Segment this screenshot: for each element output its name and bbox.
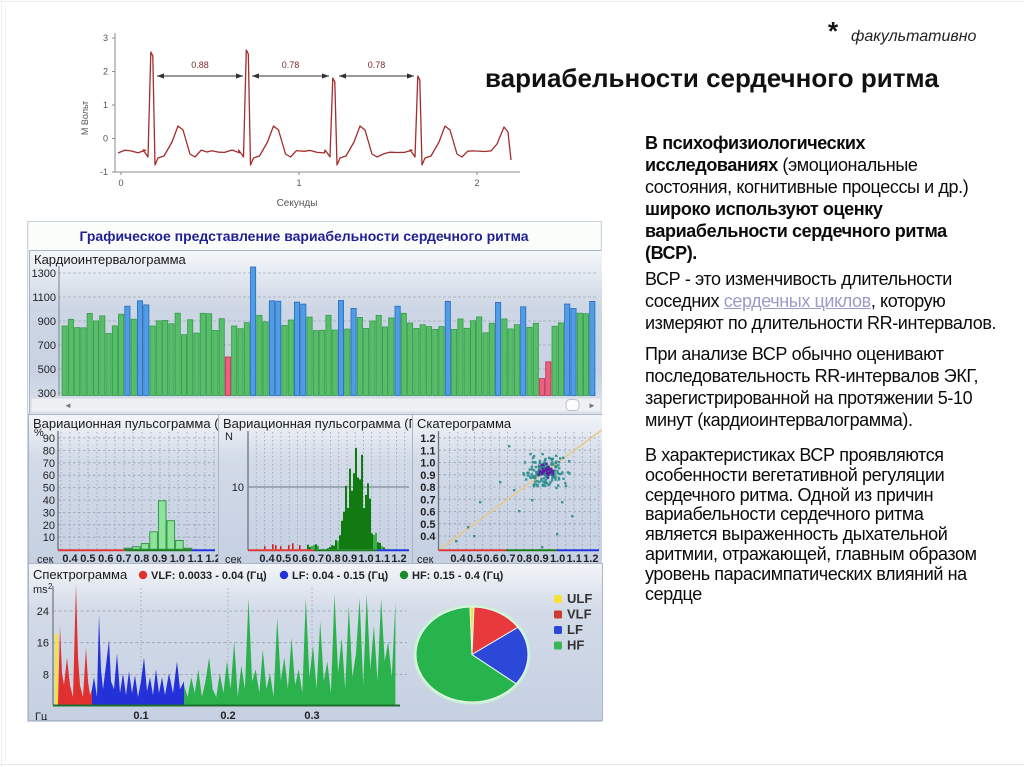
svg-text:1: 1 [296, 178, 301, 188]
svg-text:10: 10 [232, 482, 244, 494]
svg-text:1300: 1300 [32, 268, 56, 280]
svg-text:0.8: 0.8 [325, 553, 340, 563]
svg-text:1.2: 1.2 [420, 433, 435, 445]
svg-text:0: 0 [118, 178, 123, 188]
svg-text:0.7: 0.7 [500, 553, 515, 563]
svg-text:1100: 1100 [32, 292, 56, 304]
svg-text:40: 40 [43, 495, 55, 507]
svg-text:1.1: 1.1 [188, 553, 203, 563]
svg-text:Секунды: Секунды [277, 198, 318, 209]
svg-text:-1: -1 [100, 167, 108, 177]
svg-text:сек: сек [225, 554, 242, 563]
svg-text:900: 900 [38, 316, 56, 328]
svg-text:10: 10 [43, 532, 55, 544]
svg-text:HF: HF [567, 638, 584, 653]
svg-text:24: 24 [37, 606, 49, 618]
svg-text:сек: сек [37, 554, 54, 563]
svg-text:2: 2 [103, 67, 108, 77]
svg-text:0.9: 0.9 [533, 553, 548, 563]
svg-text:0.5: 0.5 [276, 553, 291, 563]
svg-text:◄: ◄ [64, 401, 72, 410]
svg-text:HF: 0.15 - 0.4 (Гц): HF: 0.15 - 0.4 (Гц) [412, 570, 504, 582]
svg-text:0.5: 0.5 [467, 553, 482, 563]
svg-text:1.1: 1.1 [375, 553, 390, 563]
svg-text:500: 500 [38, 364, 56, 376]
svg-text:0.8: 0.8 [517, 553, 532, 563]
svg-text:0.6: 0.6 [98, 553, 113, 563]
svg-text:3: 3 [103, 33, 108, 43]
svg-text:LF: LF [567, 622, 583, 637]
svg-text:0.8: 0.8 [420, 482, 435, 494]
svg-text:0.4: 0.4 [420, 531, 436, 543]
svg-text:0.4: 0.4 [62, 553, 78, 563]
svg-text:70: 70 [43, 458, 55, 470]
svg-text:VLF: VLF [567, 607, 592, 622]
svg-text:VLF: 0.0033 - 0.04 (Гц): VLF: 0.0033 - 0.04 (Гц) [151, 570, 267, 582]
svg-text:90: 90 [43, 433, 55, 445]
svg-text:300: 300 [38, 388, 56, 400]
svg-text:0.7: 0.7 [420, 494, 435, 506]
svg-text:0.78: 0.78 [282, 60, 300, 70]
svg-text:2: 2 [48, 582, 53, 591]
svg-text:0.78: 0.78 [368, 60, 386, 70]
svg-text:0: 0 [103, 134, 108, 144]
svg-text:Гц: Гц [35, 711, 48, 720]
svg-text:0.5: 0.5 [80, 553, 95, 563]
svg-text:60: 60 [43, 470, 55, 482]
svg-text:0.3: 0.3 [304, 710, 319, 720]
svg-text:1.1: 1.1 [567, 553, 582, 563]
svg-text:0.9: 0.9 [152, 553, 167, 563]
svg-text:N: N [225, 431, 233, 443]
svg-text:1.2: 1.2 [391, 553, 406, 563]
svg-text:0.4: 0.4 [450, 553, 466, 563]
svg-text:50: 50 [43, 483, 55, 495]
svg-text:ms: ms [33, 584, 48, 596]
svg-text:1: 1 [103, 100, 108, 110]
svg-text:20: 20 [43, 520, 55, 532]
svg-text:0.9: 0.9 [342, 553, 357, 563]
svg-text:1.0: 1.0 [170, 553, 185, 563]
svg-text:1.0: 1.0 [358, 553, 373, 563]
svg-text:1.2: 1.2 [206, 553, 218, 563]
svg-text:0.7: 0.7 [116, 553, 131, 563]
svg-text:700: 700 [38, 340, 56, 352]
svg-text:0.4: 0.4 [259, 553, 275, 563]
svg-text:ULF: ULF [567, 591, 592, 606]
svg-text:0.6: 0.6 [484, 553, 499, 563]
svg-text:16: 16 [37, 638, 49, 650]
svg-text:Спектрограмма: Спектрограмма [33, 567, 128, 582]
svg-text:0.2: 0.2 [220, 710, 235, 720]
svg-text:1.0: 1.0 [420, 458, 435, 470]
svg-text:0.7: 0.7 [309, 553, 324, 563]
svg-text:М Вольт: М Вольт [80, 101, 90, 135]
svg-text:0.5: 0.5 [420, 519, 435, 531]
svg-text:Кардиоинтервалограмма: Кардиоинтервалограмма [34, 252, 187, 267]
svg-text:8: 8 [43, 669, 49, 681]
svg-text:►: ► [588, 401, 596, 410]
svg-text:Вариационная пульсограмма (Г: Вариационная пульсограмма (Г [223, 416, 412, 431]
svg-text:0.6: 0.6 [292, 553, 307, 563]
svg-text:1.0: 1.0 [550, 553, 565, 563]
svg-text:0.6: 0.6 [420, 507, 435, 519]
svg-text:Скатерограмма: Скатерограмма [417, 416, 512, 431]
svg-text:80: 80 [43, 445, 55, 457]
svg-text:сек: сек [417, 554, 434, 563]
svg-text:0.8: 0.8 [134, 553, 149, 563]
svg-text:LF: 0.04 - 0.15 (Гц): LF: 0.04 - 0.15 (Гц) [292, 570, 388, 582]
svg-text:0.88: 0.88 [191, 60, 209, 70]
svg-text:%: % [34, 427, 44, 439]
svg-text:0.1: 0.1 [133, 710, 148, 720]
svg-text:Вариационная пульсограмма (С: Вариационная пульсограмма (С [33, 416, 218, 431]
svg-text:0.9: 0.9 [420, 470, 435, 482]
svg-text:1.1: 1.1 [420, 445, 435, 457]
svg-text:2: 2 [474, 178, 479, 188]
svg-text:30: 30 [43, 507, 55, 519]
svg-text:1.2: 1.2 [583, 553, 598, 563]
